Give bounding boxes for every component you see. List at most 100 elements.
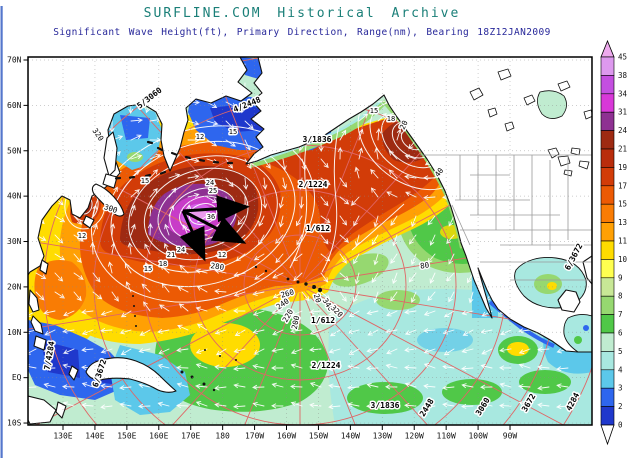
land-yucatan [557,289,581,313]
lakes-and-arctic-islands [469,68,592,177]
contour-label: 24 [206,179,214,187]
lat-tick-label: EQ [12,373,22,382]
colorbar-label: 9 [618,273,623,282]
caribbean-sea [563,313,592,353]
land-layer [28,57,592,425]
range-ring-label: 1/612 [311,316,335,325]
land-japan-hokkaido [102,173,118,189]
contour-label: 24 [177,246,185,254]
colorbar-segment [600,406,615,426]
lon-tick-label: 140W [341,432,360,441]
colorbar-segment [600,314,615,334]
land-asia [28,57,253,276]
lon-tick-label: 180 [215,432,230,441]
contour-label: 15 [144,265,152,273]
lon-tick-label: 170W [245,432,264,441]
bearing-ray [302,292,356,425]
lon-tick-label: 160W [277,432,296,441]
land-japan-honshu [91,183,125,217]
colorbar-segment [600,295,615,315]
lat-tick-label: 30N [7,237,22,246]
contour-label: 12 [218,251,226,259]
colorbar-label: 8 [618,292,623,301]
lat-tick-label: 60N [7,101,22,110]
lat-tick-label: 10S [7,419,22,428]
contour-label: 12 [196,133,204,141]
lon-tick-label: 170E [181,432,200,441]
colorbar-segment [600,111,615,131]
contour-label: 21 [167,251,175,259]
axes: 130E 140E 150E 160E 170E 180 170W 160W 150W 140W 1… [7,56,517,441]
colorbar-label: 7 [618,310,623,319]
range-ring-label: 3/1836 [303,135,332,144]
wave-height-colorbar: 45 38 34 31 24 21 19 17 15 13 11 10 9 8 7 6 5 4 3 2 0 [600,39,628,446]
bearing-ray [35,288,294,425]
lon-tick-label: 120W [405,432,424,441]
contour-label: 18 [159,260,167,268]
colorbar-segment [600,75,615,95]
colorbar-label: 34 [618,89,628,98]
lat-tick-label: 20N [7,282,22,291]
contour-label: 25 [209,187,217,195]
lat-tick-label: 70N [7,56,22,65]
range-ring-label: 2/1224 [312,361,341,370]
lon-tick-label: 90W [503,432,518,441]
land-florida [582,255,592,285]
colorbar-segment [600,203,615,223]
page-subtitle: Significant Wave Height(ft), Primary Dir… [53,27,550,38]
bearing-ray [304,290,429,425]
left-edge-accent [0,6,3,458]
colorbar-segment [600,222,615,242]
range-ring-label: 2/1224 [299,180,328,189]
range-ring-label: 1/612 [306,224,330,233]
bearing-ray [209,57,298,278]
hawaiian-islands [254,265,323,293]
colorbar-label: 5 [618,347,623,356]
land-new-guinea [85,357,177,393]
lon-tick-label: 140E [85,432,104,441]
lon-tick-label: 130W [373,432,392,441]
land-north-america [245,57,592,353]
colorbar-above-max-arrow [600,39,615,58]
bearing-ray [171,290,296,425]
colorbar-segment [600,387,615,407]
land-sakhalin [103,131,118,177]
contour-label: 15 [141,177,149,185]
lon-tick-label: 130E [53,432,72,441]
colorbar-label: 24 [618,126,628,135]
lat-tick-label: 50N [7,146,22,155]
colorbar-label: 10 [618,255,628,264]
contour-label: 15 [229,128,237,136]
colorbar-label: 0 [618,421,623,430]
bearing-ray [306,288,565,425]
colorbar-label: 6 [618,329,623,338]
contour-label: 15 [370,107,378,115]
bearing-label: 280 [210,261,225,272]
colorbar-label: 11 [618,237,627,246]
colorbar-label: 13 [618,218,627,227]
colorbar-segment [600,277,615,297]
range-ring-label: 3/1836 [371,401,400,410]
lon-tick-label: 150E [117,432,136,441]
lon-tick-label: 150W [309,432,328,441]
colorbar-segment [600,185,615,205]
land-taiwan [39,259,49,275]
island-chains [114,140,234,180]
page-title: SURFLINE.COM Historical Archive [144,6,461,21]
land-philippines [28,289,40,313]
colorbar-label: 2 [618,402,623,411]
colorbar-label: 19 [618,163,627,172]
bearing-ray [28,285,293,330]
lon-tick-label: 110W [437,432,456,441]
land-japan-kyushu [82,215,95,229]
contour-label: 18 [387,115,395,123]
colorbar-segment [600,240,615,260]
lat-tick-label: 10N [7,328,22,337]
lon-tick-label: 100W [468,432,487,441]
colorbar-label: 45 [618,53,627,62]
colorbar-segment [600,369,615,389]
colorbar-segment [600,167,615,187]
